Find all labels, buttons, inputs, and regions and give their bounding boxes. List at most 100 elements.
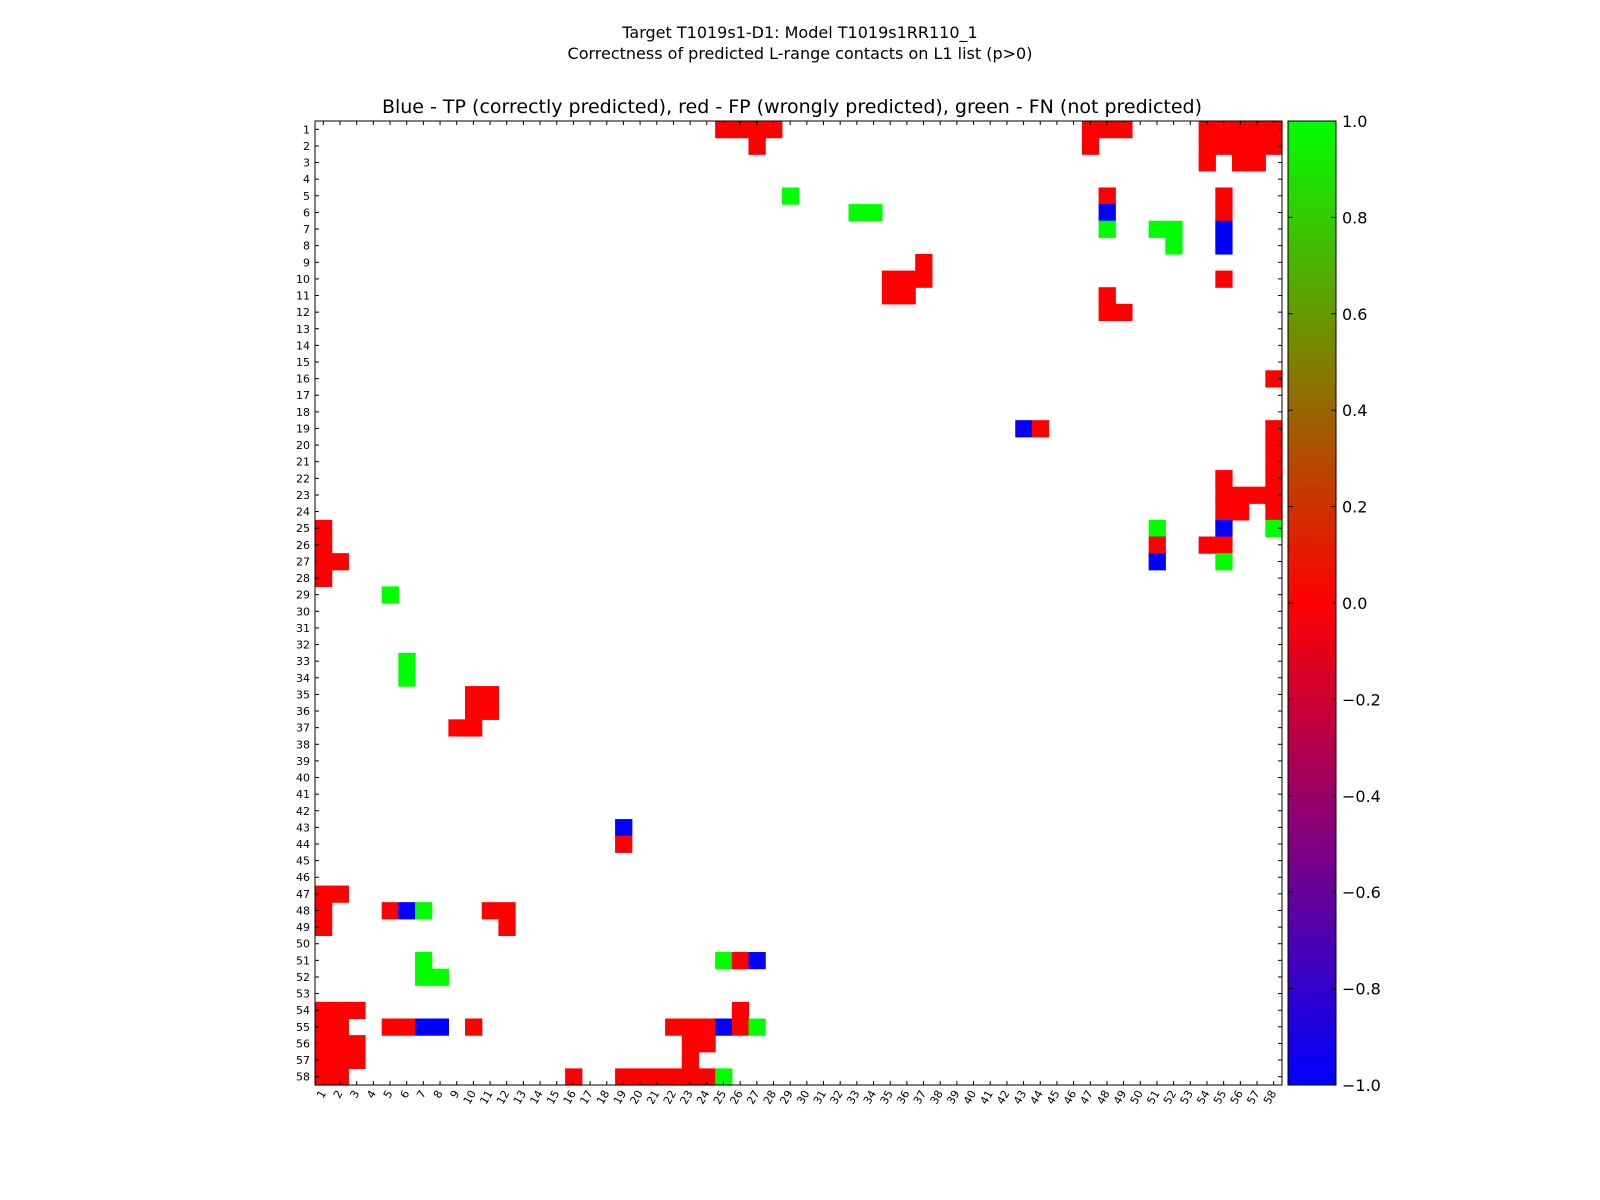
y-tick-label: 53 <box>296 988 310 1001</box>
cell-r33-c6 <box>398 652 416 671</box>
x-tick-label: 49 <box>1111 1088 1129 1107</box>
x-tick-label: 15 <box>544 1088 562 1107</box>
y-tick-label: 41 <box>296 788 310 801</box>
cell-r7-c52 <box>1165 220 1183 238</box>
cell-r58-c20 <box>631 1068 650 1086</box>
cell-r58-c24 <box>698 1068 716 1086</box>
cell-r6-c48 <box>1098 204 1116 222</box>
cell-r1-c48 <box>1098 121 1116 139</box>
x-tick-label: 16 <box>561 1088 579 1107</box>
cell-r58-c25 <box>715 1068 733 1086</box>
cell-r23-c57 <box>1248 486 1266 504</box>
cell-r1-c28 <box>765 121 783 139</box>
cell-r55-c26 <box>731 1018 750 1036</box>
colorbar-ticks: 1.0 0.8 0.6 0.4 0.2 0.0 −0.2 −0.4 −0.6 −0.8 −1.0 <box>1288 112 1381 1095</box>
x-tick-label: 27 <box>744 1088 762 1107</box>
cell-r48-c1 <box>315 902 333 920</box>
cell-r11-c48 <box>1098 287 1116 305</box>
y-tick-label: 34 <box>296 672 310 685</box>
x-tick-label: 47 <box>1078 1088 1096 1107</box>
colorbar-tick-label: 0.6 <box>1342 305 1367 324</box>
cell-r55-c1 <box>315 1018 333 1036</box>
cell-r1-c47 <box>1081 121 1100 139</box>
y-tick-label: 23 <box>296 489 310 502</box>
colorbar-tick-label: −0.6 <box>1342 883 1381 902</box>
y-tick-label: 31 <box>296 622 310 635</box>
y-tick-label: 33 <box>296 655 310 668</box>
y-tick-label: 35 <box>296 688 310 701</box>
cell-r10-c37 <box>915 270 933 288</box>
x-tick-label: 30 <box>794 1088 812 1107</box>
cell-r57-c23 <box>681 1051 700 1069</box>
cell-r11-c36 <box>898 287 916 305</box>
y-tick-label: 42 <box>296 805 310 818</box>
cell-r48-c5 <box>381 902 399 920</box>
y-tick-label: 26 <box>296 539 310 552</box>
colorbar-tick-label: −0.4 <box>1342 787 1381 806</box>
x-tick-label: 24 <box>694 1088 712 1107</box>
y-tick-label: 57 <box>296 1054 310 1067</box>
colorbar <box>1287 120 1337 1086</box>
x-tick-label: 56 <box>1228 1088 1246 1107</box>
y-tick-label: 16 <box>296 373 310 386</box>
x-tick-label: 33 <box>844 1088 862 1107</box>
cell-r55-c2 <box>331 1018 349 1036</box>
cell-r58-c19 <box>615 1068 633 1086</box>
cell-r48-c12 <box>498 902 516 920</box>
x-tick-label: 50 <box>1128 1088 1146 1107</box>
y-tick-label: 17 <box>296 389 310 402</box>
cell-r57-c2 <box>331 1051 349 1069</box>
y-tick-label: 14 <box>296 339 310 352</box>
cell-r48-c6 <box>398 902 416 920</box>
colorbar-tick-label: 1.0 <box>1342 112 1367 131</box>
y-tick-label: 38 <box>296 738 310 751</box>
cell-r36-c10 <box>465 702 483 720</box>
cell-r58-c2 <box>331 1068 349 1086</box>
y-tick-label: 20 <box>296 439 310 452</box>
cell-r51-c25 <box>715 952 733 970</box>
x-tick-label: 48 <box>1094 1088 1112 1107</box>
cell-r19-c44 <box>1031 420 1050 438</box>
cell-r19-c43 <box>1015 420 1033 438</box>
cell-r6-c55 <box>1215 204 1233 222</box>
figure-title-line-2: Correctness of predicted L-range contact… <box>568 44 1033 63</box>
cell-r48-c7 <box>415 902 433 920</box>
cell-r51-c7 <box>415 952 433 970</box>
cell-r55-c6 <box>398 1018 416 1036</box>
cell-r24-c56 <box>1231 503 1250 521</box>
cell-r35-c10 <box>465 686 483 704</box>
x-tick-label: 8 <box>431 1088 446 1101</box>
cell-r7-c48 <box>1098 220 1116 238</box>
cell-r55-c7 <box>415 1018 433 1036</box>
cell-r10-c55 <box>1215 270 1233 288</box>
cell-r8-c55 <box>1215 237 1233 255</box>
x-tick-label: 11 <box>477 1088 495 1107</box>
cell-r2-c56 <box>1231 137 1250 155</box>
x-tick-label: 13 <box>511 1088 529 1107</box>
cell-r55-c22 <box>665 1018 683 1036</box>
cell-r7-c55 <box>1215 220 1233 238</box>
y-tick-label: 30 <box>296 605 310 618</box>
cell-r19-c58 <box>1265 420 1283 438</box>
cell-r12-c48 <box>1098 303 1116 322</box>
cell-r1-c55 <box>1215 121 1233 139</box>
y-tick-label: 37 <box>296 722 310 735</box>
cell-r23-c56 <box>1231 486 1250 504</box>
x-tick-label: 6 <box>398 1088 413 1101</box>
cell-r26-c51 <box>1148 536 1166 554</box>
y-tick-label: 11 <box>296 290 310 303</box>
cell-r56-c24 <box>698 1035 716 1053</box>
cell-r1-c25 <box>715 121 733 139</box>
cell-r5-c55 <box>1215 187 1233 205</box>
cell-r1-c49 <box>1115 121 1133 139</box>
cell-r25-c1 <box>315 519 333 538</box>
cell-r52-c7 <box>415 968 433 986</box>
cell-r29-c5 <box>381 586 399 604</box>
y-tick-label: 39 <box>296 755 310 768</box>
x-tick-label: 43 <box>1011 1088 1029 1107</box>
cell-r3-c54 <box>1198 154 1216 172</box>
cell-r44-c19 <box>615 835 633 853</box>
y-tick-label: 24 <box>296 506 310 519</box>
x-tick-label: 14 <box>527 1088 545 1107</box>
